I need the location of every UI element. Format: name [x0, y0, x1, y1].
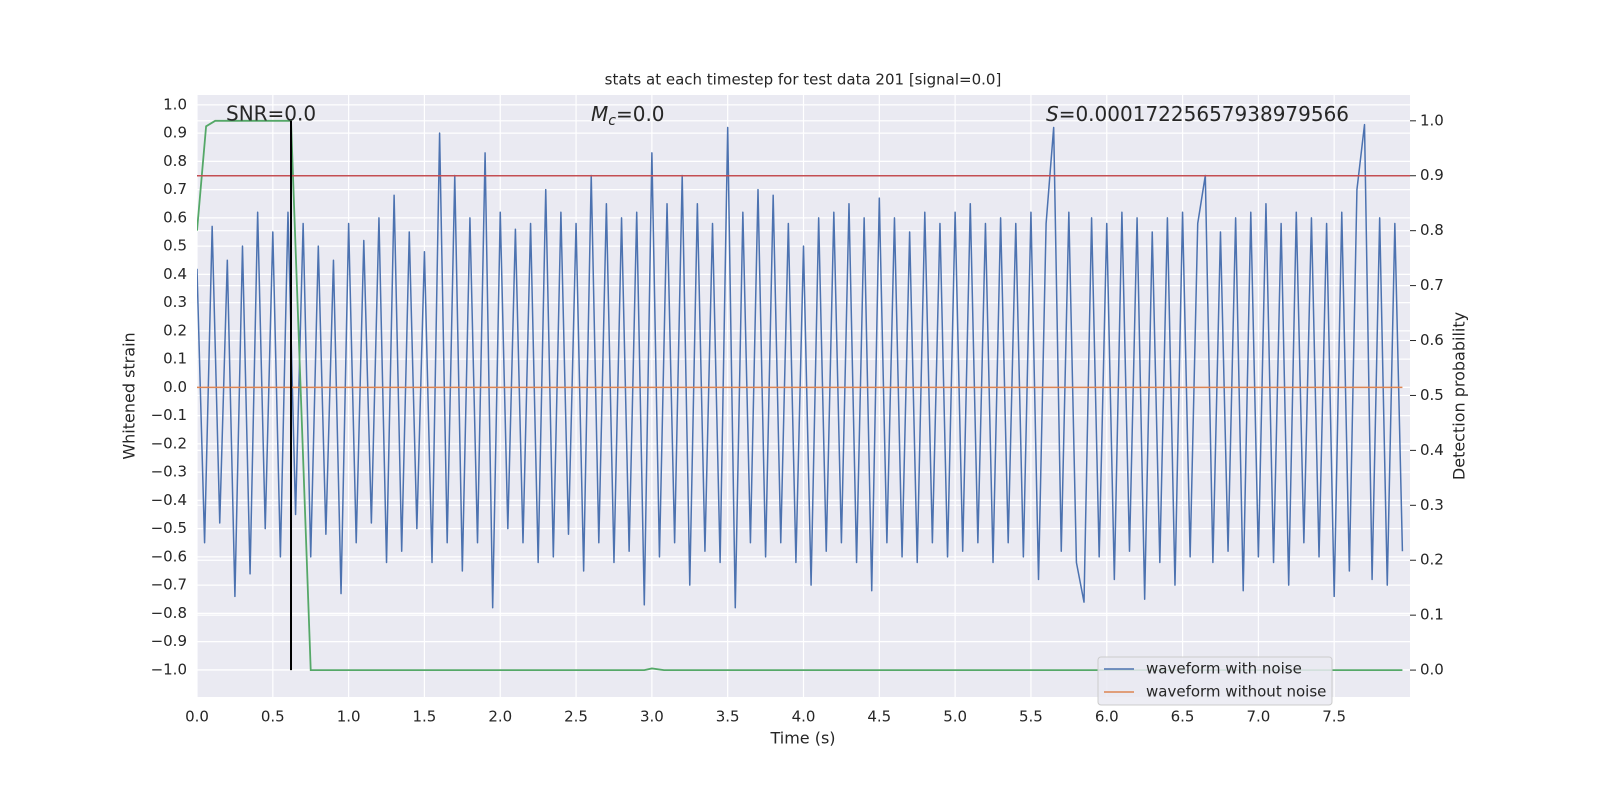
- mc-symbol: M: [591, 102, 608, 126]
- y-tick-label: −0.8: [151, 604, 187, 622]
- mc-text: =0.0: [616, 102, 665, 126]
- y-tick-label: 0.9: [163, 124, 187, 142]
- y-tick-label: 0.7: [163, 180, 187, 198]
- x-tick-label: 3.5: [716, 708, 740, 726]
- x-tick-label: 2.5: [564, 708, 588, 726]
- y-tick-label: 0.1: [163, 350, 187, 368]
- y2-tick-label: 0.4: [1420, 441, 1444, 459]
- series-line: [197, 123, 1404, 609]
- annotation-snr: SNR=0.0: [226, 102, 316, 126]
- s-symbol: S: [1046, 102, 1059, 126]
- y-tick-label: −0.3: [151, 463, 187, 481]
- annotation-mc: Mc=0.0: [591, 102, 665, 130]
- y2-tick-label: 0.6: [1420, 331, 1444, 349]
- legend-label: waveform with noise: [1146, 660, 1302, 678]
- y2-tick-label: 0.7: [1420, 276, 1444, 294]
- x-tick-label: 6.0: [1095, 708, 1119, 726]
- y-tick-label: −0.2: [151, 434, 187, 452]
- y2-tick-label: 0.1: [1420, 606, 1444, 624]
- y-tick-label: 0.6: [163, 208, 187, 226]
- plot-marks: [197, 119, 1410, 671]
- annotation-s: S=0.00017225657938979566: [1046, 102, 1349, 126]
- y-tick-label: 0.3: [163, 293, 187, 311]
- y-tick-label: 0.0: [163, 378, 187, 396]
- legend-box: [1097, 656, 1333, 706]
- x-tick-label: 4.5: [867, 708, 891, 726]
- x-tick-label: 3.0: [640, 708, 664, 726]
- probability-line: [197, 119, 1403, 671]
- y-tick-label: 0.5: [163, 237, 187, 255]
- y-tick-label: −0.9: [151, 632, 187, 650]
- mc-subscript: c: [608, 113, 616, 129]
- y2-tick-label: 0.8: [1420, 221, 1444, 239]
- y-tick-label: −0.7: [151, 576, 187, 594]
- x-tick-label: 6.5: [1171, 708, 1195, 726]
- y2-axis-label: Detection probability: [1450, 312, 1469, 480]
- x-tick-label: 1.0: [337, 708, 361, 726]
- x-tick-label: 1.5: [413, 708, 437, 726]
- x-axis-label: Time (s): [769, 729, 835, 748]
- y-axis-label: Whitened strain: [120, 332, 139, 459]
- x-tick-label: 7.5: [1322, 708, 1346, 726]
- y2-tick-label: 0.3: [1420, 496, 1444, 514]
- y2-tick-label: 1.0: [1420, 111, 1444, 129]
- y2-tick-label: 0.0: [1420, 661, 1444, 679]
- y-tick-label: −0.1: [151, 406, 187, 424]
- x-tick-label: 7.0: [1246, 708, 1270, 726]
- y-tick-label: 0.4: [163, 265, 187, 283]
- y-tick-label: −0.5: [151, 519, 187, 537]
- y2-tick-label: 0.2: [1420, 551, 1444, 569]
- s-text: =0.00017225657938979566: [1059, 102, 1349, 126]
- chart-title: stats at each timestep for test data 201…: [605, 71, 1002, 89]
- x-tick-label: 5.5: [1019, 708, 1043, 726]
- legend-label: waveform without noise: [1146, 683, 1326, 701]
- x-tick-label: 4.0: [792, 708, 816, 726]
- y-tick-label: −0.6: [151, 547, 187, 565]
- y-tick-label: 1.0: [163, 95, 187, 113]
- x-tick-label: 5.0: [943, 708, 967, 726]
- x-tick-label: 0.0: [185, 708, 209, 726]
- x-tick-label: 0.5: [261, 708, 285, 726]
- y2-tick-label: 0.9: [1420, 166, 1444, 184]
- y-tick-label: 0.8: [163, 152, 187, 170]
- y2-tick-label: 0.5: [1420, 386, 1444, 404]
- y-tick-label: 0.2: [163, 321, 187, 339]
- x-tick-label: 2.0: [488, 708, 512, 726]
- y-tick-label: −0.4: [151, 491, 187, 509]
- y-tick-label: −1.0: [151, 660, 187, 678]
